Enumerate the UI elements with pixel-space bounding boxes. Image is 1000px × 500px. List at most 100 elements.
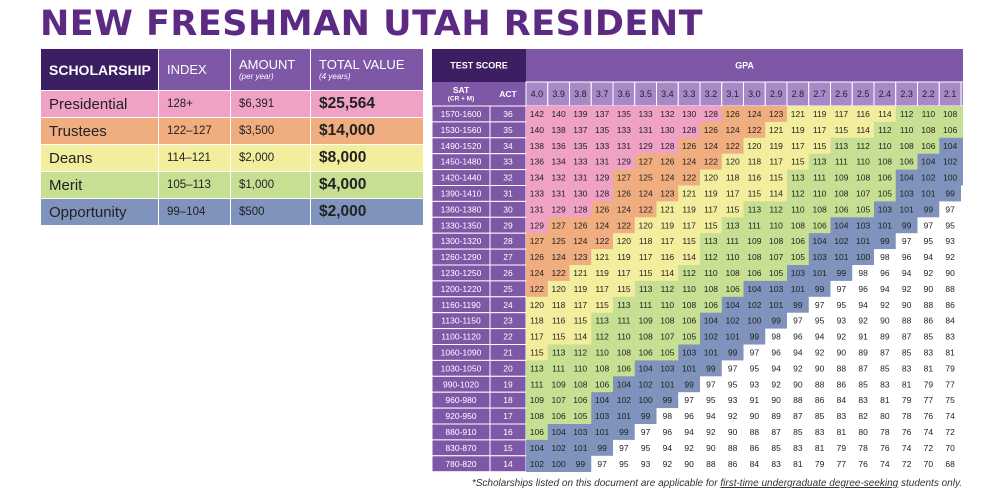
- grid-cell-value: 131: [573, 173, 587, 183]
- grid-cell: [721, 392, 744, 409]
- grid-cell: [569, 233, 592, 250]
- grid-cell: [787, 265, 810, 282]
- grid-cell-value: 90: [706, 443, 716, 453]
- grid-cell: [830, 233, 853, 250]
- gpa-column-label: 3.4: [661, 89, 674, 99]
- grid-cell: [808, 296, 831, 313]
- grid-cell: [765, 392, 788, 409]
- grid-cell-value: 125: [639, 173, 653, 183]
- sat-range-label: 1490-1520: [441, 141, 482, 151]
- gpa-label: GPA: [735, 61, 754, 71]
- grid-cell: [895, 249, 918, 266]
- grid-cell-value: 131: [617, 141, 631, 151]
- grid-cell-value: 86: [728, 459, 738, 469]
- grid-cell-value: 98: [880, 252, 890, 262]
- grid-cell: [569, 312, 592, 329]
- grid-cell-value: 111: [530, 379, 543, 389]
- grid-cell-value: 104: [726, 300, 740, 310]
- grid-cell: [787, 328, 810, 345]
- grid-cell-value: 101: [834, 252, 848, 262]
- sat-range-label: 1390-1410: [441, 188, 482, 198]
- grid-cell-value: 95: [945, 220, 955, 230]
- grid-cell-value: 111: [748, 220, 761, 230]
- grid-cell-value: 117: [791, 141, 805, 151]
- grid-cell-value: 108: [682, 300, 696, 310]
- grid-cell-value: 97: [684, 395, 694, 405]
- grid-cell: [634, 169, 657, 186]
- grid-cell: [721, 185, 744, 202]
- scholarship-index: 105–113: [158, 171, 231, 199]
- grid-cell-value: 105: [660, 347, 674, 357]
- grid-cell-value: 107: [856, 188, 870, 198]
- grid-cell-value: 99: [619, 427, 629, 437]
- grid-cell: [961, 328, 963, 345]
- grid-cell: [569, 185, 592, 202]
- grid-cell-value: 110: [617, 332, 631, 342]
- grid-cell-value: 109: [834, 173, 848, 183]
- grid-cell-value: 115: [748, 188, 762, 198]
- gpa-column-label: 3.7: [596, 89, 609, 99]
- grid-cell-value: 99: [793, 300, 803, 310]
- grid-cell: [569, 201, 592, 218]
- grid-cell: [743, 169, 766, 186]
- grid-cell-value: 87: [793, 411, 803, 421]
- grid-cell: [874, 424, 897, 441]
- grid-cell: [634, 153, 657, 170]
- grid-cell: [591, 392, 614, 409]
- grid-cell: [700, 201, 723, 218]
- grid-cell-value: 76: [858, 459, 868, 469]
- grid-cell-value: 117: [639, 252, 653, 262]
- grid-cell-value: 120: [747, 141, 761, 151]
- grid-cell: [569, 328, 592, 345]
- grid-cell: [721, 424, 744, 441]
- grid-cell-value: 74: [945, 411, 955, 421]
- grid-cell: [678, 408, 701, 425]
- grid-cell: [526, 424, 549, 441]
- grid-cell: [743, 424, 766, 441]
- grid-cell: [852, 392, 875, 409]
- scholarship-index: 114–121: [158, 144, 231, 172]
- grid-cell-value: 88: [945, 284, 955, 294]
- grid-cell: [808, 265, 831, 282]
- grid-cell-value: 126: [530, 252, 544, 262]
- grid-cell-value: 101: [900, 204, 914, 214]
- grid-cell-value: 109: [552, 379, 566, 389]
- grid-cell: [656, 217, 679, 234]
- grid-cell-value: 104: [900, 173, 914, 183]
- grid-cell: [526, 217, 549, 234]
- grid-cell: [939, 376, 962, 393]
- grid-cell-value: 72: [902, 459, 912, 469]
- grid-cell: [917, 439, 940, 457]
- header-index: INDEX: [158, 48, 231, 91]
- grid-cell: [743, 265, 766, 282]
- grid-cell: [852, 153, 875, 170]
- grid-cell: [700, 328, 723, 345]
- grid-cell-value: 119: [574, 284, 588, 294]
- grid-cell-value: 112: [856, 141, 870, 151]
- grid-cell-value: 101: [726, 332, 740, 342]
- gpa-column-label: 2.6: [835, 89, 848, 99]
- grid-cell: [700, 217, 723, 234]
- grid-cell-value: 99: [837, 268, 847, 278]
- grid-cell: [678, 201, 701, 218]
- grid-cell-value: 91: [858, 332, 868, 342]
- sat-range-label: 1260-1290: [441, 252, 482, 262]
- grid-cell: [895, 121, 918, 139]
- grid-cell-value: 108: [617, 347, 631, 357]
- grid-cell-value: 114: [661, 268, 675, 278]
- grid-cell-value: 108: [704, 284, 718, 294]
- grid-cell-value: 97: [902, 236, 912, 246]
- grid-cell: [526, 169, 549, 186]
- grid-cell: [700, 376, 723, 393]
- grid-cell-value: 99: [750, 332, 760, 342]
- grid-cell-value: 128: [704, 109, 718, 119]
- grid-cell-value: 113: [748, 204, 762, 214]
- grid-cell: [678, 376, 701, 393]
- grid-cell: [569, 121, 592, 139]
- grid-cell: [678, 106, 701, 123]
- grid-cell-value: 98: [663, 411, 673, 421]
- grid-cell: [613, 455, 636, 472]
- grid-cell-value: 88: [837, 363, 847, 373]
- grid-cell: [526, 265, 549, 282]
- grid-cell-value: 86: [837, 379, 847, 389]
